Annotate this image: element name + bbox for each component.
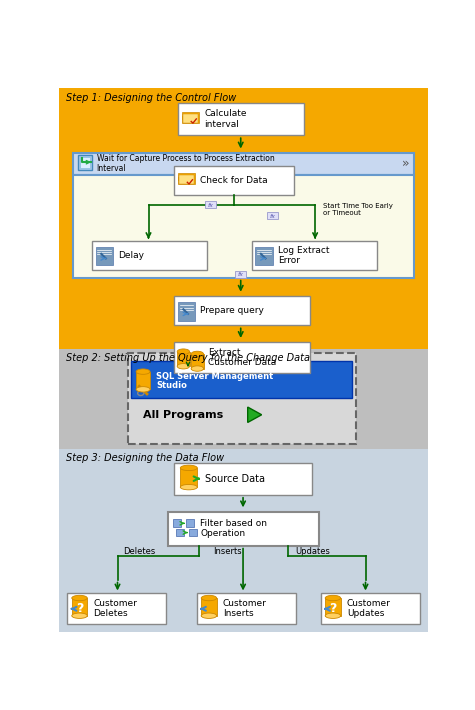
Bar <box>179 175 194 184</box>
Bar <box>178 103 304 135</box>
Bar <box>67 594 166 624</box>
Bar <box>176 529 184 537</box>
Bar <box>191 354 203 368</box>
Ellipse shape <box>136 387 150 392</box>
Text: Log Extract
Error: Log Extract Error <box>278 246 330 265</box>
Bar <box>177 351 190 366</box>
Bar <box>92 241 207 270</box>
Bar <box>178 178 186 180</box>
Ellipse shape <box>72 595 87 601</box>
Text: ?: ? <box>329 601 337 615</box>
Bar <box>178 173 195 184</box>
Bar <box>59 349 428 449</box>
Text: Deletes: Deletes <box>123 547 155 557</box>
Bar <box>168 512 319 546</box>
Bar <box>182 114 198 123</box>
Text: Step 3: Designing the Data Flow: Step 3: Designing the Data Flow <box>66 453 224 463</box>
Bar <box>197 594 296 624</box>
Bar <box>132 361 352 398</box>
Text: All Programs: All Programs <box>143 410 223 420</box>
Text: Customer
Inserts: Customer Inserts <box>223 599 267 618</box>
Ellipse shape <box>72 613 87 618</box>
Ellipse shape <box>201 595 217 601</box>
Bar <box>72 598 87 616</box>
Text: ?: ? <box>76 601 83 615</box>
Bar <box>182 112 199 123</box>
Text: Inserts: Inserts <box>213 547 241 557</box>
Text: Updates: Updates <box>296 547 331 557</box>
Ellipse shape <box>177 364 190 369</box>
Ellipse shape <box>201 613 217 618</box>
Text: Step 1: Designing the Control Flow: Step 1: Designing the Control Flow <box>66 93 236 103</box>
Text: fx: fx <box>269 214 276 219</box>
Bar <box>267 212 278 219</box>
Text: Extract
Customer Data: Extract Customer Data <box>208 348 276 368</box>
Bar <box>325 598 341 616</box>
Bar <box>174 166 294 195</box>
Text: Filter based on
Operation: Filter based on Operation <box>200 519 267 538</box>
Ellipse shape <box>191 366 203 371</box>
Text: Wait for Capture Process to Process Extraction
Interval: Wait for Capture Process to Process Extr… <box>96 154 275 173</box>
Ellipse shape <box>177 349 190 354</box>
Ellipse shape <box>180 465 197 471</box>
Bar <box>96 247 113 266</box>
Ellipse shape <box>191 351 203 356</box>
Ellipse shape <box>136 369 150 374</box>
Bar <box>136 371 150 389</box>
Text: Customer
Deletes: Customer Deletes <box>94 599 137 618</box>
Text: fx: fx <box>238 272 244 277</box>
Bar <box>174 296 310 325</box>
Bar <box>180 468 197 487</box>
Ellipse shape <box>180 484 197 490</box>
Text: Calculate
interval: Calculate interval <box>204 109 247 129</box>
Bar <box>59 88 428 349</box>
Bar <box>128 353 356 444</box>
Bar <box>73 175 414 278</box>
Bar <box>79 157 90 168</box>
Text: Prepare query: Prepare query <box>200 306 264 315</box>
Bar <box>174 462 312 495</box>
Text: Step 2: Setting Up the Query for the Change Data: Step 2: Setting Up the Query for the Cha… <box>66 353 310 363</box>
Text: Check for Data: Check for Data <box>200 176 268 185</box>
Text: SQL Server Management: SQL Server Management <box>156 372 274 381</box>
Bar <box>178 302 195 321</box>
Text: Source Data: Source Data <box>205 474 265 484</box>
Bar <box>201 598 217 616</box>
Text: Start Time Too Early
or Timeout: Start Time Too Early or Timeout <box>323 204 393 217</box>
Text: Studio: Studio <box>156 381 187 390</box>
Text: Delay: Delay <box>118 251 144 260</box>
Bar <box>189 529 197 537</box>
Bar <box>78 155 92 170</box>
Text: »: » <box>402 157 409 170</box>
Text: fx: fx <box>208 203 213 208</box>
Bar <box>73 153 414 175</box>
Bar <box>186 520 194 528</box>
Ellipse shape <box>325 595 341 601</box>
Bar <box>59 449 428 632</box>
Bar <box>235 271 246 278</box>
Bar <box>321 594 420 624</box>
Bar <box>256 247 273 266</box>
Bar <box>174 342 310 373</box>
Bar <box>172 520 181 528</box>
Bar <box>205 202 216 209</box>
Bar <box>252 241 377 270</box>
Text: Customer
Updates: Customer Updates <box>347 599 391 618</box>
Ellipse shape <box>325 613 341 618</box>
Polygon shape <box>247 407 262 422</box>
Bar <box>182 116 190 119</box>
